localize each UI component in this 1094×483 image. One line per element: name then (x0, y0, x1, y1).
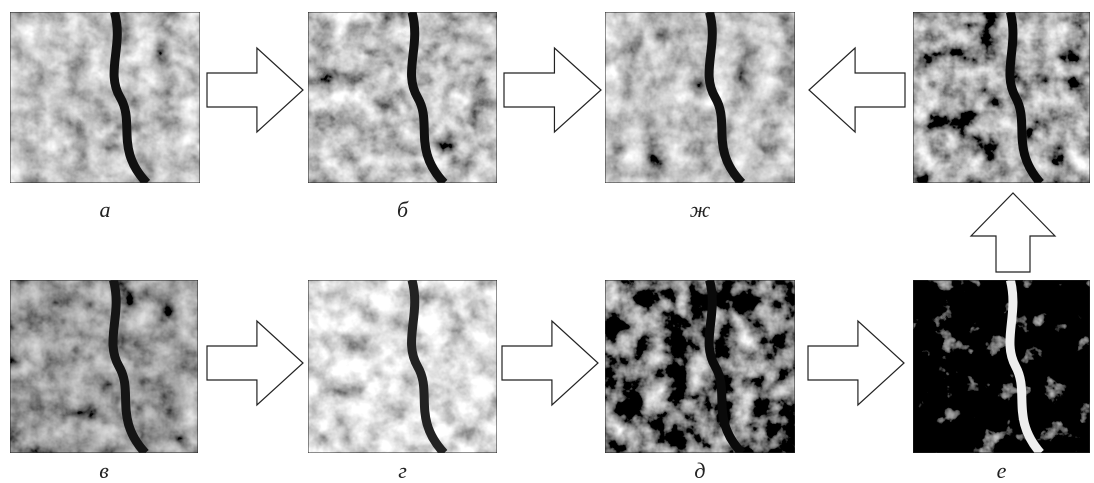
satellite-image (10, 12, 200, 183)
arrow (808, 321, 904, 405)
panel-label: б (397, 197, 409, 222)
image-texture (308, 12, 497, 183)
panel-label: е (997, 458, 1007, 483)
arrow (207, 48, 303, 132)
image-texture (913, 12, 1090, 183)
satellite-image (913, 280, 1090, 453)
panel-label: г (398, 458, 407, 483)
image-texture (913, 280, 1090, 453)
arrow (502, 321, 598, 405)
image-texture (10, 280, 198, 453)
figure: абжєвгде (0, 0, 1094, 483)
arrow (207, 321, 303, 405)
panel-label: а (100, 197, 111, 222)
arrow (971, 193, 1055, 272)
satellite-image (308, 12, 497, 183)
arrow (809, 48, 905, 132)
panel-label: д (694, 458, 705, 483)
arrow (504, 48, 601, 132)
image-texture (605, 12, 795, 183)
image-texture (308, 280, 497, 453)
satellite-image (308, 280, 497, 453)
panel-label: ж (690, 197, 711, 222)
satellite-image (10, 280, 198, 453)
panel-label: в (99, 458, 109, 483)
satellite-image (605, 12, 795, 183)
image-texture (605, 280, 795, 453)
satellite-image (913, 12, 1090, 183)
satellite-image (605, 280, 795, 453)
image-texture (10, 12, 200, 183)
